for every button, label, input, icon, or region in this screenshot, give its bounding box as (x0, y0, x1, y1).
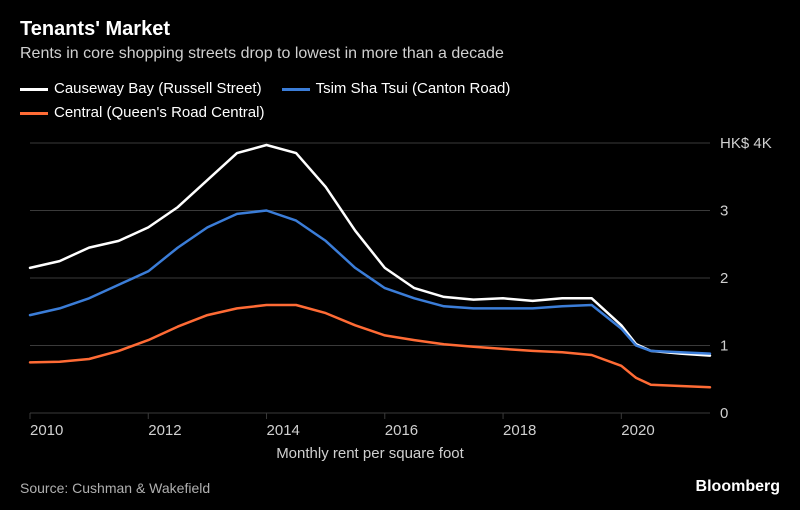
brand-logo: Bloomberg (696, 478, 780, 496)
legend-swatch (20, 88, 48, 91)
x-tick-label: 2012 (148, 422, 181, 439)
y-tick-label: 0 (720, 405, 728, 422)
series-line (30, 211, 710, 354)
legend-label: Central (Queen's Road Central) (54, 104, 264, 121)
chart-title: Tenants' Market (20, 18, 780, 41)
legend-item: Causeway Bay (Russell Street) (20, 77, 262, 101)
legend-label: Tsim Sha Tsui (Canton Road) (316, 80, 511, 97)
legend-item: Tsim Sha Tsui (Canton Road) (282, 77, 511, 101)
y-tick-label: 1 (720, 338, 728, 355)
series-line (30, 145, 710, 356)
x-tick-label: 2014 (267, 422, 300, 439)
x-tick-label: 2020 (621, 422, 654, 439)
chart-plot-area: 0 1 2 3 HK$ 4K 2010 2012 2014 2016 2018 2020 (20, 133, 780, 443)
y-tick-label: HK$ 4K (720, 135, 772, 152)
legend-item: Central (Queen's Road Central) (20, 101, 264, 125)
y-tick-label: 2 (720, 270, 728, 287)
source-attribution: Source: Cushman & Wakefield (20, 480, 210, 496)
legend-swatch (20, 112, 48, 115)
legend-label: Causeway Bay (Russell Street) (54, 80, 262, 97)
legend-swatch (282, 88, 310, 91)
chart-subtitle: Rents in core shopping streets drop to l… (20, 45, 780, 63)
x-tick-label: 2018 (503, 422, 536, 439)
chart-container: Tenants' Market Rents in core shopping s… (0, 0, 800, 510)
legend: Causeway Bay (Russell Street) Tsim Sha Ts… (20, 77, 780, 125)
line-chart-svg: 0 1 2 3 HK$ 4K 2010 2012 2014 2016 2018 2020 (20, 133, 780, 443)
x-tick-label: 2016 (385, 422, 418, 439)
x-tick-label: 2010 (30, 422, 63, 439)
y-tick-label: 3 (720, 203, 728, 220)
x-axis-label: Monthly rent per square foot (20, 445, 720, 462)
